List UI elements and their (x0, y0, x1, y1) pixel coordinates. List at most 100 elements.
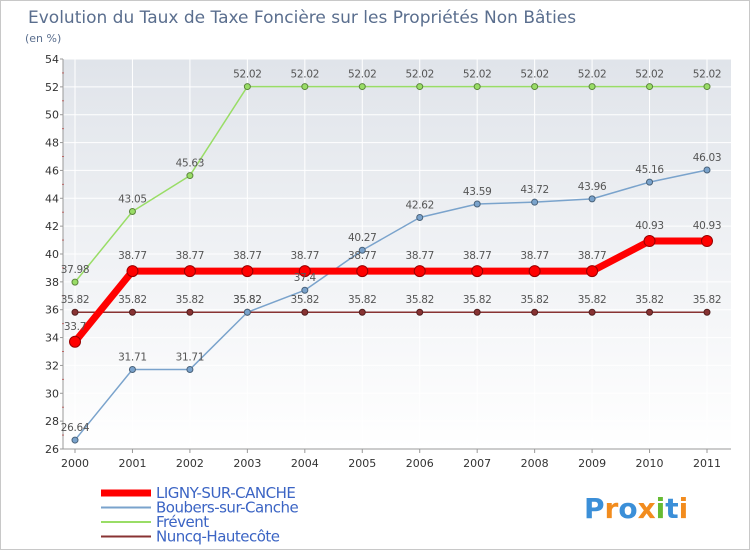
data-point-boubers (588, 195, 596, 203)
data-point-boubers (358, 246, 366, 254)
data-point-frevent (301, 83, 309, 91)
legend-label: LIGNY-SUR-CANCHE (156, 484, 295, 502)
legend-label: Boubers-sur-Canche (156, 499, 298, 517)
data-point-ligny (643, 235, 656, 248)
logo-letter: r (605, 492, 619, 525)
data-label-boubers: 43.96 (578, 181, 607, 193)
data-label-nuncq: 35.82 (291, 294, 320, 306)
y-tick-label: 26 (45, 443, 59, 456)
data-point-boubers (128, 365, 136, 373)
series-line-frevent (74, 85, 707, 283)
axes: 26 28 30 32 34 36 38 40 42 44 46 48 50 52 54 2000 2001 20… (45, 53, 731, 470)
data-label-boubers: 43.72 (520, 184, 549, 196)
proxiti-logo: Proxiti (584, 492, 688, 525)
legend-label: Nuncq-Hautecôte (156, 528, 280, 546)
data-label-nuncq: 35.82 (693, 294, 722, 306)
y-tick-label: 54 (45, 53, 59, 66)
data-point-ligny (586, 265, 599, 278)
data-label-ligny: 38.77 (463, 250, 492, 262)
data-label-ligny: 38.77 (520, 250, 549, 262)
data-point-boubers (301, 286, 309, 294)
data-label-frevent: 52.02 (348, 69, 377, 81)
data-label-nuncq: 35.82 (405, 294, 434, 306)
data-label-frevent: 52.02 (693, 69, 722, 81)
data-label-ligny: 38.77 (405, 250, 434, 262)
data-point-boubers (71, 436, 79, 444)
data-label-ligny: 38.77 (291, 250, 320, 262)
data-label-ligny: 33.7 (64, 321, 86, 333)
data-point-nuncq (416, 308, 424, 316)
series-group (69, 83, 713, 444)
y-tick-label: 36 (45, 304, 59, 317)
data-label-ligny: 38.77 (176, 250, 205, 262)
x-tick-label: 2007 (463, 457, 491, 470)
data-point-ligny (126, 265, 139, 278)
data-point-frevent (243, 83, 251, 91)
data-label-nuncq: 35.82 (463, 294, 492, 306)
data-label-frevent: 37.98 (61, 264, 90, 276)
x-tick-label: 2009 (578, 457, 606, 470)
data-label-boubers: 46.03 (693, 152, 722, 164)
data-point-nuncq (588, 308, 596, 316)
y-tick-label: 52 (45, 81, 59, 94)
data-label-boubers: 31.71 (176, 351, 205, 363)
data-point-ligny (241, 265, 254, 278)
data-point-ligny (298, 265, 311, 278)
data-point-boubers (186, 365, 194, 373)
y-tick-label: 48 (45, 137, 59, 150)
series-line-ligny (72, 237, 707, 344)
logo-letter: o (618, 492, 637, 525)
x-tick-label: 2003 (233, 457, 261, 470)
data-point-frevent (416, 83, 424, 91)
data-label-ligny: 38.77 (118, 250, 147, 262)
data-label-frevent: 52.02 (635, 69, 664, 81)
data-point-boubers (416, 214, 424, 222)
x-tick-label: 2010 (636, 457, 664, 470)
data-label-nuncq: 35.82 (61, 294, 90, 306)
data-point-ligny (356, 265, 369, 278)
data-point-frevent (128, 208, 136, 216)
data-point-frevent (358, 83, 366, 91)
unit-label: (en %) (25, 32, 61, 45)
chart-title: Evolution du Taux de Taxe Foncière sur l… (28, 8, 576, 28)
logo-letter: t (665, 492, 678, 525)
data-label-nuncq: 35.82 (176, 294, 205, 306)
data-point-nuncq (301, 308, 309, 316)
data-point-nuncq (71, 308, 79, 316)
data-point-boubers (646, 178, 654, 186)
data-point-ligny (701, 235, 713, 248)
data-label-frevent: 43.05 (118, 194, 147, 206)
data-label-nuncq: 35.82 (635, 294, 664, 306)
data-point-nuncq (186, 308, 194, 316)
logo-letter: P (584, 492, 605, 525)
data-label-frevent: 52.02 (405, 69, 434, 81)
data-label-frevent: 52.02 (520, 69, 549, 81)
data-label-boubers: 26.64 (61, 422, 90, 434)
y-tick-label: 40 (45, 248, 59, 261)
data-point-ligny (69, 335, 81, 348)
data-point-frevent (186, 172, 194, 180)
data-point-nuncq (473, 308, 481, 316)
data-point-nuncq (358, 308, 366, 316)
data-label-nuncq: 35.82 (118, 294, 147, 306)
legend: LIGNY-SUR-CANCHEBoubers-sur-CancheFréven… (101, 484, 299, 546)
data-point-frevent (473, 83, 481, 91)
data-point-nuncq (703, 308, 711, 316)
grid (63, 58, 731, 450)
y-tick-label: 46 (45, 164, 59, 177)
x-tick-label: 2008 (521, 457, 549, 470)
data-label-frevent: 52.02 (463, 69, 492, 81)
y-tick-label: 44 (45, 192, 59, 205)
data-point-ligny (471, 265, 484, 278)
data-labels: 37.98 43.05 45.63 52.02 52.02 52.02 52.02 52.02… (61, 69, 722, 435)
data-point-frevent (646, 83, 654, 91)
data-label-frevent: 52.02 (291, 69, 320, 81)
data-point-nuncq (646, 308, 654, 316)
data-label-frevent: 45.63 (176, 158, 205, 170)
y-tick-label: 34 (45, 332, 59, 345)
y-tick-label: 28 (45, 415, 59, 428)
legend-label: Frévent (156, 513, 209, 531)
data-point-frevent (71, 278, 79, 286)
